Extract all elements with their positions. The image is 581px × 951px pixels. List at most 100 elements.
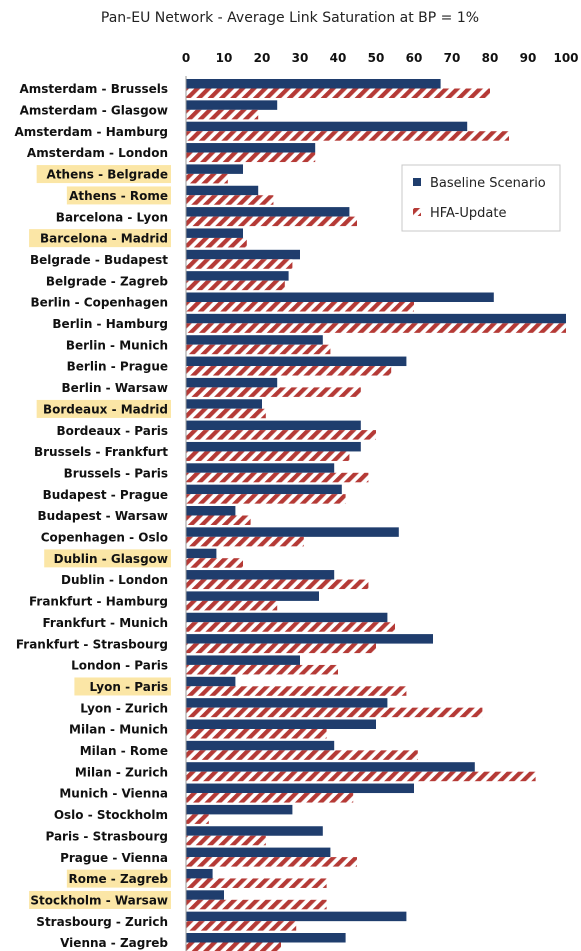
category-label: Paris - Strasbourg	[45, 829, 168, 843]
category-highlight	[36, 165, 172, 184]
x-tick-label: 50	[368, 51, 385, 65]
bar-hfa-update	[186, 515, 251, 525]
x-tick-label: 0	[182, 51, 190, 65]
legend-box	[401, 164, 561, 232]
bar-hfa-update	[186, 494, 346, 504]
bar-hfa-update	[186, 131, 509, 141]
bar-hfa-update	[186, 387, 361, 397]
bar-hfa-update	[186, 686, 407, 696]
bar-baseline	[186, 484, 342, 495]
category-label: Barcelona - Madrid	[40, 232, 168, 246]
bar-hfa-update	[186, 579, 369, 590]
legend-label-hfa: HFA-Update	[430, 206, 506, 221]
legend-swatch-hfa	[413, 208, 421, 216]
bar-hfa-update	[186, 88, 490, 98]
bar-baseline	[186, 292, 494, 302]
bar-baseline	[186, 826, 323, 836]
bar-hfa-update	[186, 366, 392, 376]
category-label: Budapest - Prague	[43, 488, 168, 502]
category-label: Amsterdam - Brussels	[19, 82, 168, 96]
bar-hfa-update	[186, 302, 414, 312]
bar-hfa-update	[186, 430, 376, 440]
bar-baseline	[186, 527, 399, 537]
bar-baseline	[186, 164, 243, 174]
bar-baseline	[186, 804, 293, 815]
bar-baseline	[186, 399, 262, 409]
category-highlight	[36, 399, 172, 418]
category-highlight	[29, 229, 171, 248]
x-axis-ticks: 0 10 20 30 40 50 60 70 80 90 100	[182, 51, 579, 65]
x-tick-label: 40	[330, 51, 347, 65]
category-highlights	[29, 165, 172, 909]
bar-hfa-update	[186, 152, 316, 163]
bar-hfa-update	[186, 237, 247, 248]
category-highlight	[66, 869, 171, 888]
category-label: Vienna - Zagreb	[60, 936, 168, 950]
category-label: Milan - Zurich	[75, 765, 168, 779]
bar-baseline	[186, 548, 217, 559]
category-label: Barcelona - Lyon	[56, 210, 168, 224]
bar-hfa-update	[186, 750, 418, 760]
bar-hfa-update	[186, 793, 354, 803]
bar-hfa-update	[186, 643, 376, 654]
category-highlight	[66, 186, 171, 205]
x-tick-label: 20	[254, 51, 271, 65]
bar-baseline	[186, 313, 566, 324]
bar-hfa-update	[186, 664, 338, 675]
bar-baseline	[186, 420, 361, 431]
category-label: Milan - Rome	[80, 744, 168, 758]
bar-baseline	[186, 271, 289, 281]
bar-baseline	[186, 911, 407, 922]
bar-baseline	[186, 463, 335, 473]
category-label: Prague - Vienna	[60, 851, 168, 865]
x-tick-label: 30	[292, 51, 309, 65]
bar-hfa-update	[186, 878, 327, 888]
x-tick-label: 60	[406, 51, 423, 65]
x-tick-label: 90	[520, 51, 537, 65]
bar-baseline	[186, 591, 319, 601]
bar-hfa-update	[186, 280, 285, 291]
category-label: Rome - Zagreb	[69, 872, 169, 886]
bar-hfa-update	[186, 259, 293, 269]
bar-hfa-update	[186, 857, 357, 867]
bar-hfa-update	[186, 323, 566, 333]
category-label: Belgrade - Zagreb	[46, 274, 169, 288]
category-label: Berlin - Hamburg	[52, 317, 168, 331]
category-label: Frankfurt - Hamburg	[29, 595, 168, 609]
category-label: Berlin - Copenhagen	[30, 296, 168, 310]
category-label: Frankfurt - Strasbourg	[16, 637, 168, 651]
category-label: Berlin - Prague	[67, 360, 168, 374]
bar-baseline	[186, 100, 278, 110]
bar-baseline	[186, 698, 388, 708]
category-label: Berlin - Munich	[66, 338, 168, 352]
bar-baseline	[186, 890, 224, 900]
x-tick-label: 80	[482, 51, 499, 65]
category-label: Amsterdam - Hamburg	[14, 125, 168, 139]
legend-label-baseline: Baseline Scenario	[430, 176, 546, 191]
bar-hfa-update	[186, 921, 297, 931]
category-label: Brussels - Paris	[64, 466, 168, 480]
category-label: Frankfurt - Munich	[42, 616, 168, 630]
bar-hfa-update	[186, 622, 395, 632]
bar-baseline	[186, 570, 335, 580]
category-label: Bordeaux - Paris	[57, 424, 169, 438]
x-tick-label: 100	[553, 51, 578, 65]
x-tick-label: 10	[216, 51, 233, 65]
category-highlight	[29, 890, 171, 909]
bar-baseline	[186, 762, 475, 772]
category-label: Amsterdam - London	[27, 146, 168, 160]
bar-baseline	[186, 185, 259, 196]
category-label: Strasbourg - Zurich	[36, 915, 168, 929]
chart-title: Pan-EU Network - Average Link Saturation…	[101, 10, 479, 26]
bar-baseline	[186, 249, 300, 260]
category-label: Milan - Munich	[69, 723, 168, 737]
category-label: Belgrade - Budapest	[30, 253, 168, 267]
bar-hfa-update	[186, 344, 331, 355]
bar-baseline	[186, 655, 300, 665]
bar-hfa-update	[186, 195, 274, 205]
bar-baseline	[186, 868, 213, 879]
category-label: Lyon - Zurich	[80, 701, 168, 715]
bar-baseline	[186, 676, 236, 687]
category-label: Copenhagen - Oslo	[41, 531, 168, 545]
